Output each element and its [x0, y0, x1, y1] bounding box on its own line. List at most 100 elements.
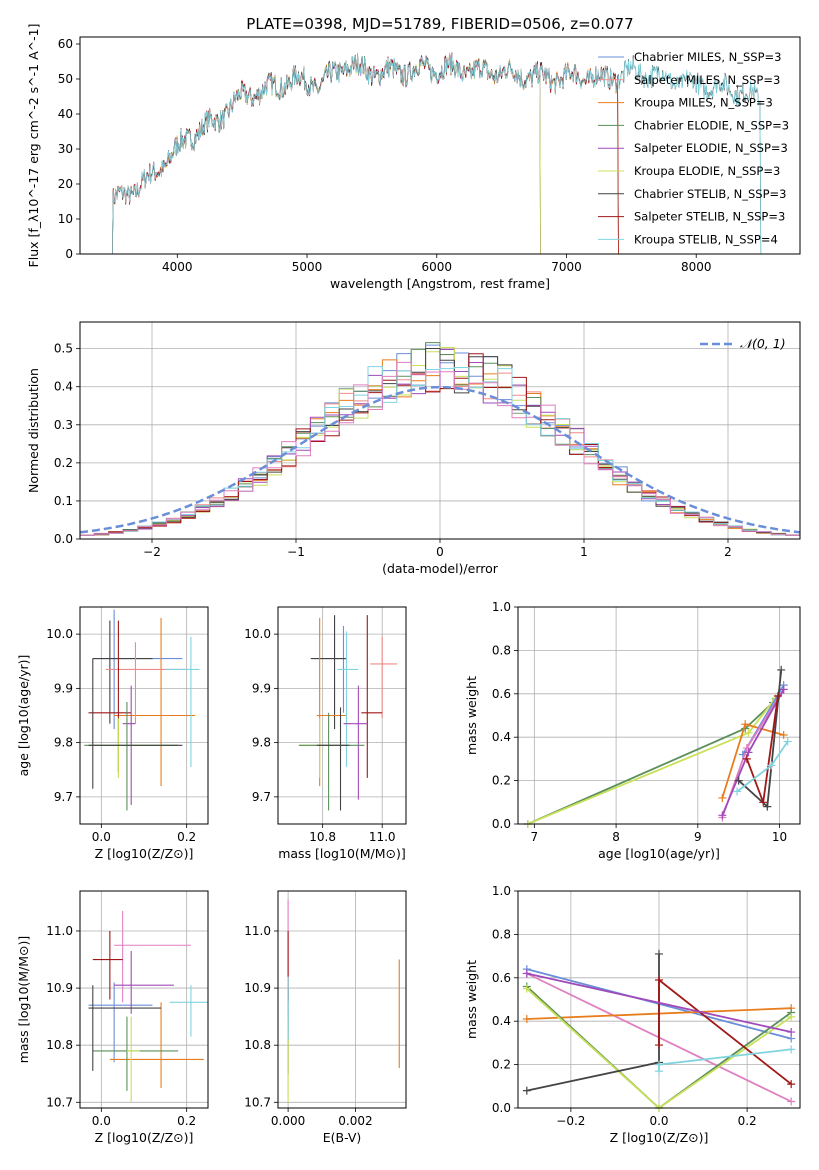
errorbar-point [126, 1016, 140, 1103]
spectrum-line [112, 52, 619, 254]
plot-frame-age-vs-mass [277, 606, 407, 825]
y-tick-label: 20 [58, 177, 73, 191]
spectrum-line [112, 51, 619, 254]
weight-marker [759, 798, 768, 807]
y-tick-label: 0.4 [492, 1014, 511, 1028]
x-tick-label: 10.8 [309, 830, 336, 844]
weight-marker [787, 1028, 796, 1037]
x-tick-label: 0.2 [177, 1114, 196, 1128]
weight-marker [779, 685, 788, 694]
x-tick-label: 1 [580, 545, 588, 559]
axes-weight-vs-z: −0.2 0.0 0.2 0.0 0.2 0.4 0.6 0.8 1.0 [492, 884, 800, 1128]
y-axis-label: Normed distribution [26, 368, 41, 493]
y-tick-label: 9.7 [252, 790, 271, 804]
y-tick-label: 0.2 [492, 774, 511, 788]
x-tick-label: 4000 [162, 260, 193, 274]
weight-marker [787, 1045, 796, 1054]
legend-entry: Salpeter ELODIE, N_SSP=3 [634, 141, 788, 155]
y-tick-label: 10.0 [46, 627, 73, 641]
x-tick-label: 0.2 [738, 1114, 757, 1128]
y-tick-label: 0.0 [54, 532, 73, 546]
x-axis-label: Z [log10(Z/Z⊙)] [610, 1130, 709, 1145]
legend-entry: Chabrier MILES, N_SSP=3 [634, 50, 781, 64]
x-tick-label: 6000 [421, 260, 452, 274]
y-tick-label: 10.8 [244, 1038, 271, 1052]
errorbar-point [105, 642, 187, 724]
errorbar-point [169, 985, 208, 1037]
weight-marker [741, 720, 750, 729]
axes-mass-vs-ebv: 0.000 0.002 10.7 10.8 10.9 11.0 [244, 891, 406, 1128]
x-tick-label: 0.0 [92, 830, 111, 844]
y-tick-label: 10.7 [244, 1095, 271, 1109]
x-tick-label: 7000 [551, 260, 582, 274]
errorbar-point [343, 685, 368, 800]
spectrum-legend: Chabrier MILES, N_SSP=3 Salpeter MILES, N… [598, 50, 789, 246]
x-tick-label: 5000 [292, 260, 323, 274]
weight-line [526, 972, 792, 1033]
residuals-legend: 𝒩(0, 1) [700, 336, 786, 351]
normal-reference-curve [80, 385, 800, 534]
x-tick-label: −2 [143, 545, 161, 559]
weight-marker [744, 728, 753, 737]
weight-marker [655, 1060, 663, 1069]
y-axis-label: mass [log10(M/M⊙)] [16, 936, 31, 1064]
x-tick-label: 10 [772, 830, 787, 844]
y-tick-label: 0.3 [54, 418, 73, 432]
y-tick-label: 10.7 [46, 1095, 73, 1109]
y-tick-label: 9.9 [54, 681, 73, 695]
errorbar-point [361, 615, 383, 778]
weight-line [527, 701, 774, 824]
legend-entry: Kroupa MILES, N_SSP=3 [634, 96, 773, 110]
y-tick-label: 1.0 [492, 884, 511, 898]
y-tick-label: 0.5 [54, 342, 73, 356]
errorbar-point [114, 910, 191, 1003]
y-axis-label: age [log10(age/yr)] [16, 655, 31, 777]
y-tick-label: 40 [58, 107, 73, 121]
y-tick-label: 11.0 [244, 924, 271, 938]
legend-entry: Salpeter MILES, N_SSP=3 [634, 73, 780, 87]
errorbar-point [92, 620, 153, 724]
weight-marker [763, 802, 772, 811]
errorbar-point [298, 712, 365, 811]
weight-marker [787, 1097, 796, 1106]
x-tick-label: 8000 [681, 260, 712, 274]
weight-line [527, 697, 777, 824]
y-tick-label: 10.0 [244, 627, 271, 641]
weight-marker [742, 744, 751, 753]
spectrum-line [164, 53, 541, 254]
weight-marker [733, 787, 742, 796]
y-tick-label: 0 [65, 247, 73, 261]
weight-marker [655, 1041, 663, 1050]
y-tick-label: 0.8 [492, 643, 511, 657]
y-tick-label: 9.7 [54, 790, 73, 804]
y-tick-label: 0.0 [492, 1101, 511, 1115]
y-tick-label: 9.8 [252, 736, 271, 750]
axes-spectrum: 4000 5000 6000 7000 8000 0 10 20 30 40 50 60 [58, 37, 712, 274]
weight-marker [718, 793, 727, 802]
y-tick-label: 9.8 [54, 736, 73, 750]
y-tick-label: 0.8 [492, 927, 511, 941]
x-axis-label: (data-model)/error [382, 561, 499, 576]
histogram-step [80, 366, 800, 536]
y-tick-label: 60 [58, 37, 73, 51]
errorbar-point [165, 636, 200, 768]
weight-marker [779, 731, 788, 740]
x-tick-label: 0.2 [177, 830, 196, 844]
weight-marker [655, 949, 663, 958]
charts-layer: 4000 5000 6000 7000 80000102030405060wavelen… [16, 24, 801, 1145]
errorbar-point [109, 1002, 204, 1089]
y-tick-label: 0.2 [54, 456, 73, 470]
y-tick-label: 30 [58, 142, 73, 156]
weight-marker [773, 691, 782, 700]
plot-frame-weight-vs-age [517, 606, 801, 825]
legend-entry: Chabrier STELIB, N_SSP=3 [634, 187, 786, 201]
errorbar-point [337, 631, 359, 768]
errorbar-point [92, 718, 179, 778]
weight-marker [522, 1015, 531, 1024]
y-tick-label: 11.0 [46, 924, 73, 938]
x-tick-label: 9 [694, 830, 702, 844]
plot-frame-mass-vs-z [79, 890, 209, 1109]
weight-marker [522, 1086, 531, 1095]
x-axis-label: wavelength [Angstrom, rest frame] [330, 276, 550, 291]
y-tick-label: 10.8 [46, 1038, 73, 1052]
